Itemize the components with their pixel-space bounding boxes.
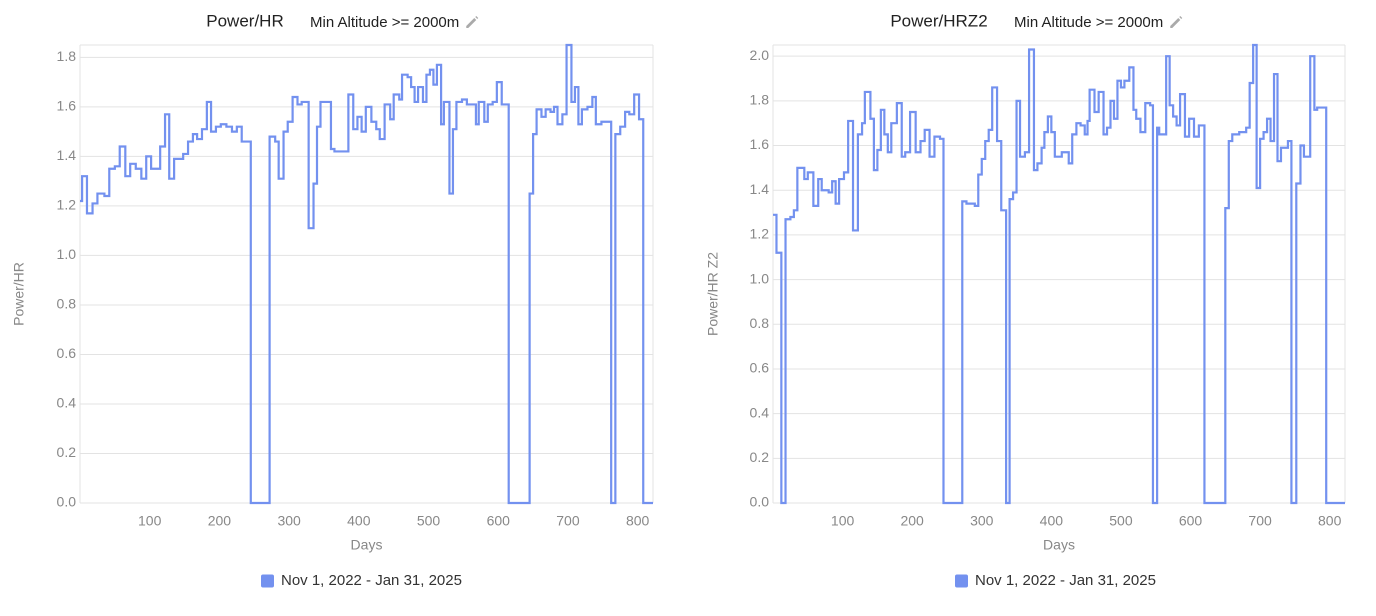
x-tick-label: 700 [556,513,580,529]
x-tick-label: 600 [1179,513,1203,529]
y-tick-label: 0.2 [57,444,77,460]
x-tick-label: 400 [1040,513,1064,529]
legend-label[interactable]: Nov 1, 2022 - Jan 31, 2025 [281,572,462,589]
x-tick-label: 500 [1109,513,1133,529]
y-tick-label: 0.2 [750,449,770,465]
chart-panel: Power/HR Min Altitude >= 2000m 0.0 0.2 0.4 0.… [11,11,654,589]
y-tick-label: 1.0 [57,246,77,262]
x-tick-label: 100 [831,513,855,529]
y-tick-label: 1.4 [750,181,770,197]
y-tick-label: 1.0 [750,270,770,286]
legend-label[interactable]: Nov 1, 2022 - Jan 31, 2025 [975,572,1156,589]
x-tick-label: 800 [1318,513,1342,529]
data-line [80,43,653,505]
x-tick-label: 800 [626,513,650,529]
x-tick-label: 300 [970,513,994,529]
y-axis-label: Power/HR Z2 [705,252,721,336]
x-axis-label: Days [1043,537,1075,553]
x-tick-label: 100 [138,513,162,529]
x-tick-label: 400 [347,513,371,529]
x-tick-label: 700 [1248,513,1272,529]
legend-swatch[interactable] [261,574,274,588]
x-tick-label: 200 [900,513,924,529]
y-tick-label: 1.6 [750,136,770,152]
x-tick-label: 300 [277,513,301,529]
x-tick-label: 200 [208,513,232,529]
y-tick-label: 0.0 [750,494,770,510]
chart-title: Power/HRZ2 [890,11,987,30]
y-tick-label: 0.8 [57,296,77,312]
y-tick-label: 1.2 [750,226,770,242]
y-tick-label: 0.4 [750,404,770,420]
y-tick-label: 1.6 [57,98,77,114]
chart-subtitle[interactable]: Min Altitude >= 2000m [1014,14,1163,31]
legend-swatch[interactable] [955,574,968,588]
chart-subtitle[interactable]: Min Altitude >= 2000m [310,14,459,31]
x-tick-label: 500 [417,513,441,529]
y-tick-label: 1.8 [750,92,770,108]
y-tick-label: 1.8 [57,48,77,64]
pencil [1170,16,1183,28]
edit-icon[interactable] [466,16,479,28]
y-tick-label: 0.4 [57,395,77,411]
y-tick-label: 1.2 [57,197,77,213]
y-tick-label: 0.6 [750,360,770,376]
edit-icon[interactable] [1170,16,1183,28]
y-tick-label: 2.0 [750,47,770,63]
x-axis-label: Days [351,537,383,553]
y-axis-label: Power/HR [11,262,27,326]
y-tick-label: 0.6 [57,345,77,361]
data-line [773,43,1345,505]
y-tick-label: 0.0 [57,494,77,510]
x-tick-label: 600 [487,513,511,529]
chart-title: Power/HR [206,11,283,30]
pencil [466,16,479,28]
y-tick-label: 0.8 [750,315,770,331]
y-tick-label: 1.4 [57,147,77,163]
chart-panel: Power/HRZ2 Min Altitude >= 2000m 0.0 0.2 0.4… [705,11,1346,589]
